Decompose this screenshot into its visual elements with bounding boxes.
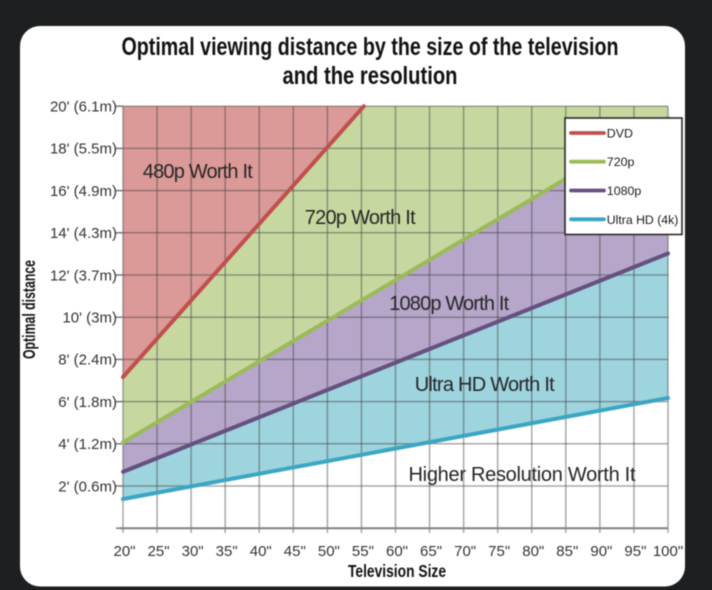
svg-text:Optimal viewing distance by th: Optimal viewing distance by the size of … — [122, 33, 619, 61]
svg-text:100": 100" — [653, 543, 683, 560]
svg-text:25": 25" — [148, 543, 170, 560]
svg-text:40": 40" — [250, 543, 272, 560]
svg-text:70": 70" — [454, 543, 476, 560]
svg-text:65": 65" — [420, 543, 442, 560]
svg-text:Ultra HD Worth It: Ultra HD Worth It — [415, 374, 555, 396]
svg-text:10' (3m): 10' (3m) — [62, 310, 117, 327]
svg-text:45": 45" — [284, 543, 306, 560]
svg-text:Higher Resolution Worth It: Higher Resolution Worth It — [409, 464, 636, 486]
svg-text:16' (4.9m): 16' (4.9m) — [50, 183, 117, 200]
svg-text:6' (1.8m): 6' (1.8m) — [58, 394, 117, 411]
svg-text:DVD: DVD — [607, 127, 633, 141]
svg-text:80": 80" — [522, 543, 544, 560]
svg-text:4' (1.2m): 4' (1.2m) — [58, 436, 117, 453]
svg-text:720p: 720p — [607, 155, 635, 169]
svg-text:75": 75" — [488, 543, 510, 560]
svg-text:50": 50" — [318, 543, 340, 560]
svg-text:35": 35" — [216, 543, 238, 560]
svg-text:95": 95" — [624, 543, 646, 560]
svg-text:90": 90" — [590, 543, 612, 560]
svg-text:8' (2.4m): 8' (2.4m) — [58, 352, 117, 369]
svg-text:and the resolution: and the resolution — [283, 62, 458, 90]
svg-text:1080p Worth It: 1080p Worth It — [389, 293, 509, 315]
svg-text:Television Size: Television Size — [348, 561, 446, 581]
svg-text:480p Worth It: 480p Worth It — [143, 161, 253, 183]
svg-text:30": 30" — [182, 543, 204, 560]
svg-text:Ultra HD (4k): Ultra HD (4k) — [607, 213, 679, 227]
svg-text:55": 55" — [352, 543, 374, 560]
svg-text:1080p: 1080p — [607, 184, 642, 198]
svg-text:85": 85" — [556, 543, 578, 560]
svg-text:60": 60" — [386, 543, 408, 560]
svg-text:14' (4.3m): 14' (4.3m) — [50, 225, 117, 242]
svg-text:2' (0.6m): 2' (0.6m) — [58, 478, 117, 495]
svg-text:20": 20" — [113, 543, 135, 560]
svg-text:Optimal distance: Optimal distance — [19, 260, 39, 359]
svg-text:720p Worth It: 720p Worth It — [305, 207, 416, 229]
svg-text:20' (6.1m): 20' (6.1m) — [50, 99, 117, 116]
svg-text:18' (5.5m): 18' (5.5m) — [50, 141, 117, 158]
svg-text:12' (3.7m): 12' (3.7m) — [50, 267, 117, 284]
